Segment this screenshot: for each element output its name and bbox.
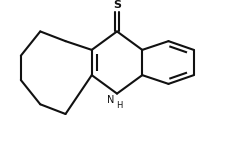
- Text: N: N: [107, 95, 115, 105]
- Text: H: H: [116, 101, 122, 110]
- Text: S: S: [113, 0, 121, 10]
